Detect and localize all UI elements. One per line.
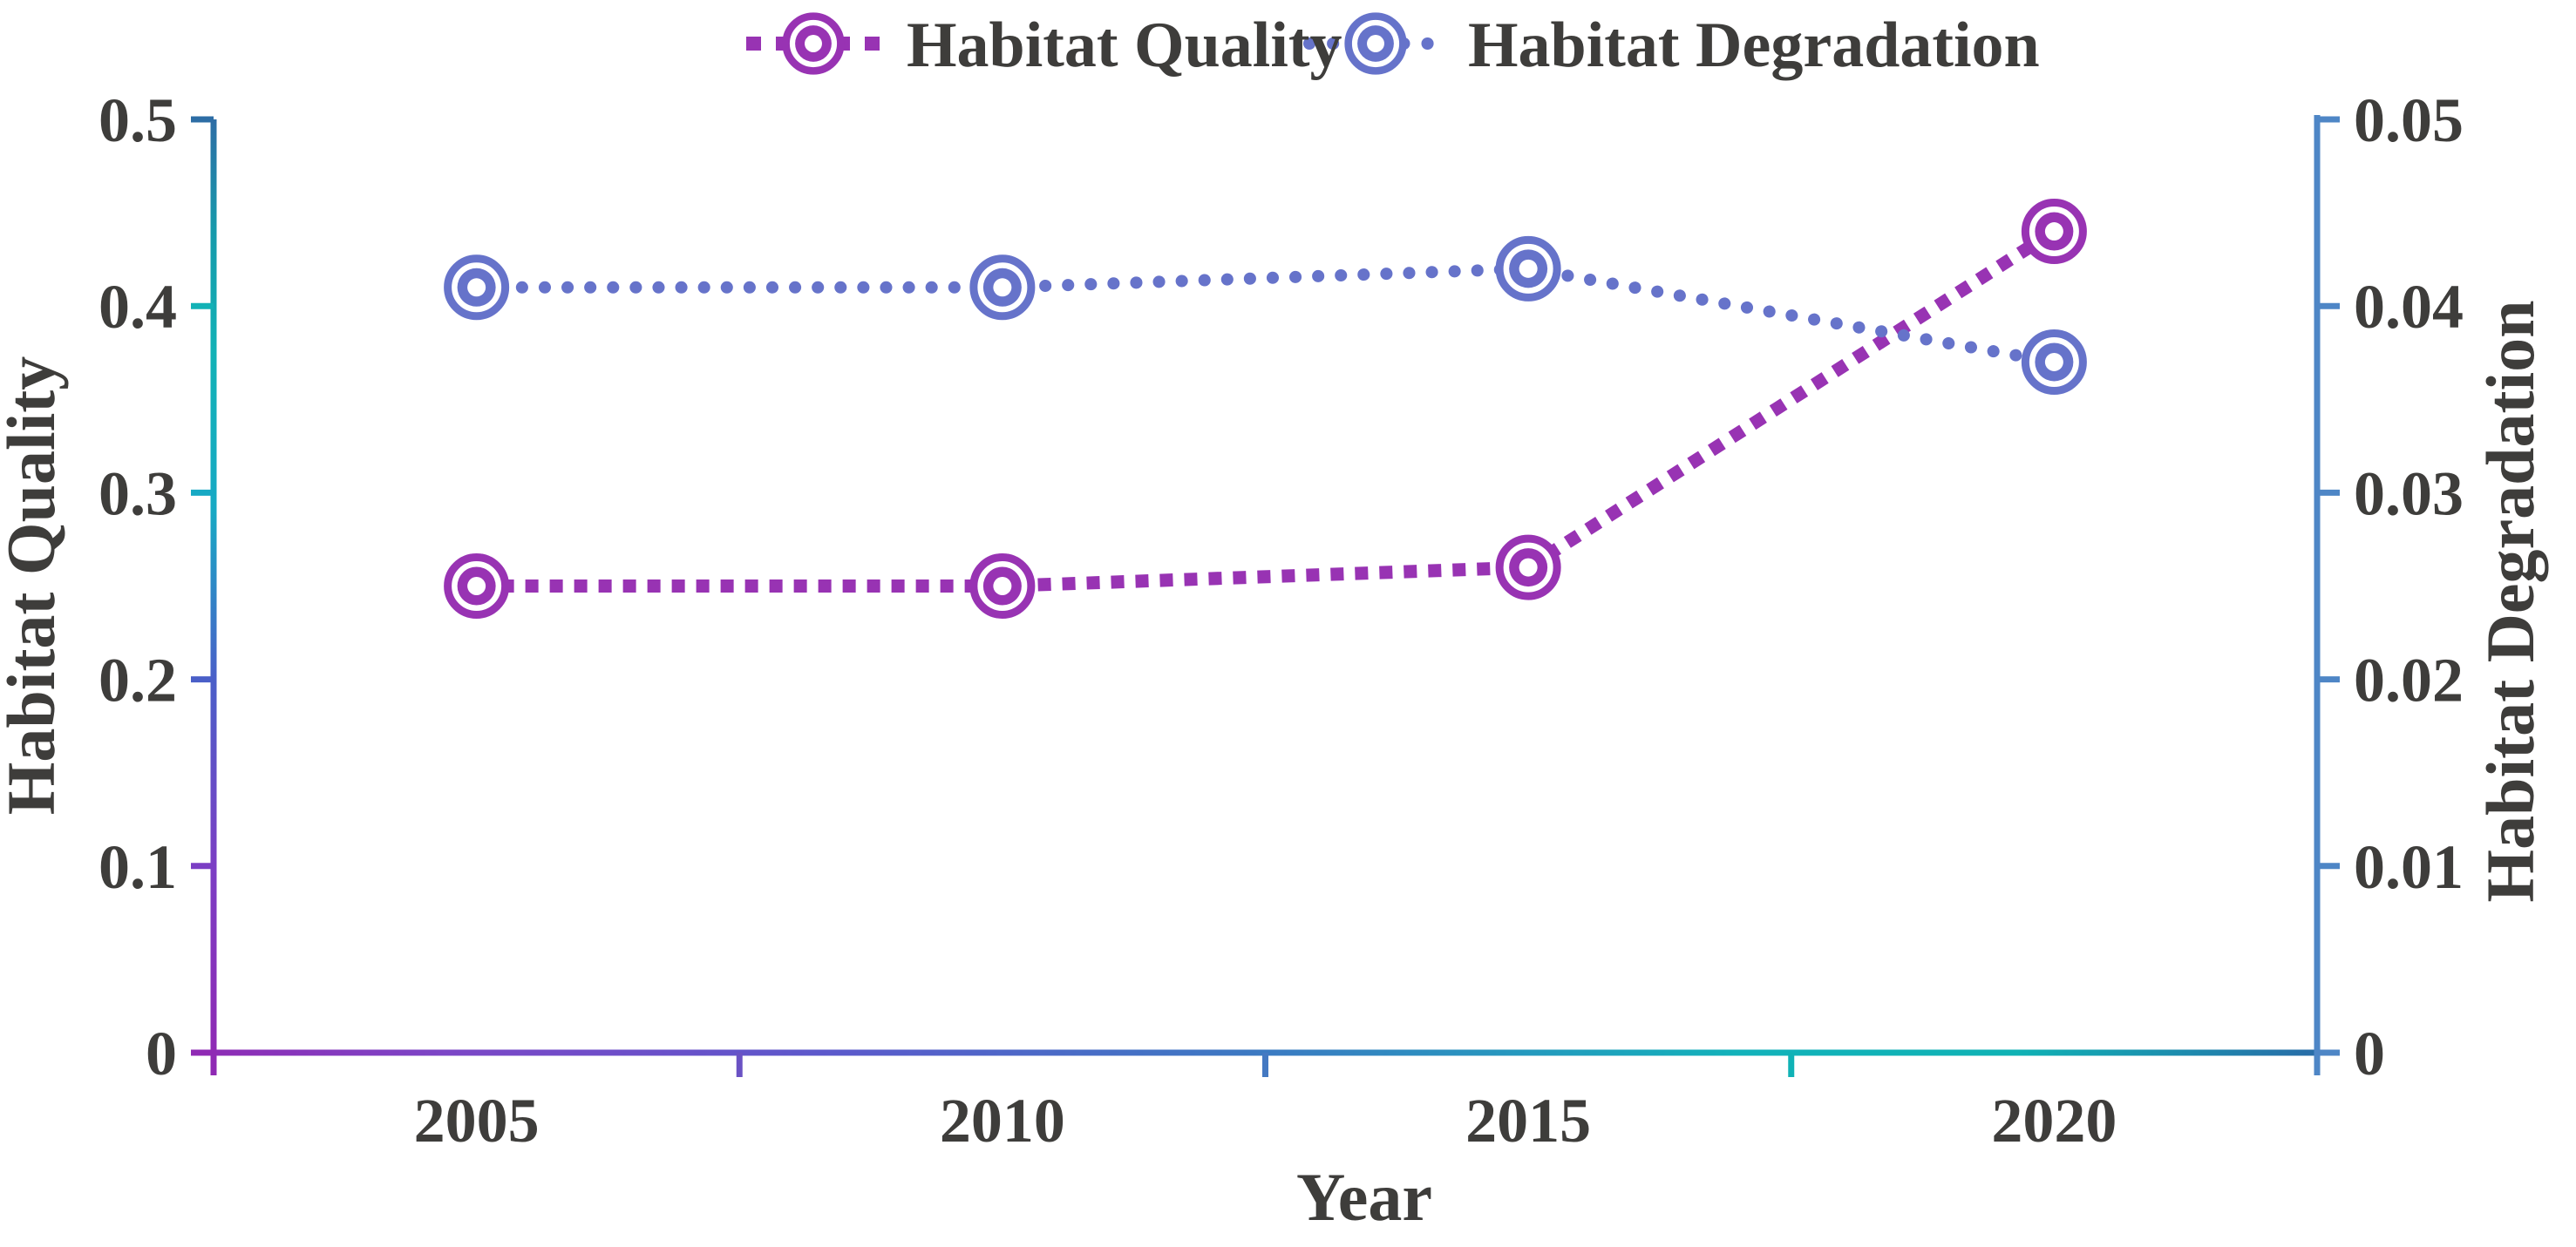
marker-center-hole bbox=[993, 278, 1012, 297]
data-point-habitat-quality-2015 bbox=[1495, 534, 1561, 600]
left-axis-tick-label: 0.1 bbox=[99, 832, 177, 902]
marker-center-hole bbox=[467, 278, 486, 297]
data-point-habitat-quality-2005 bbox=[444, 553, 510, 619]
legend-label-habitat-quality: Habitat Quality bbox=[907, 10, 1342, 81]
x-axis-category-label: 2010 bbox=[940, 1086, 1065, 1156]
left-axis-tick-label: 0.4 bbox=[99, 272, 177, 342]
left-axis-tick-label: 0.2 bbox=[99, 646, 177, 715]
x-axis-category-label: 2015 bbox=[1465, 1086, 1591, 1156]
data-point-habitat-degradation-2005 bbox=[444, 254, 510, 321]
right-axis-tick-label: 0 bbox=[2354, 1019, 2385, 1088]
x-axis-category-label: 2020 bbox=[1991, 1086, 2117, 1156]
left-axis-tick-label: 0.3 bbox=[99, 458, 177, 528]
x-axis-title: Year bbox=[1296, 1159, 1432, 1235]
right-axis-tick-label: 0.01 bbox=[2354, 832, 2464, 902]
legend-samples-layer bbox=[746, 12, 1448, 75]
marker-center-hole bbox=[2044, 352, 2063, 371]
data-point-habitat-degradation-2015 bbox=[1495, 235, 1561, 302]
data-point-habitat-degradation-2010 bbox=[969, 254, 1036, 321]
x-axis-category-label: 2005 bbox=[414, 1086, 540, 1156]
left-axis-title: Habitat Quality bbox=[0, 356, 69, 816]
right-axis-tick-label: 0.03 bbox=[2354, 458, 2464, 528]
legend-label-habitat-degradation: Habitat Degradation bbox=[1468, 10, 2040, 81]
data-point-habitat-quality-2020 bbox=[2021, 199, 2087, 265]
data-point-habitat-degradation-2020 bbox=[2021, 329, 2087, 395]
series-layer bbox=[444, 199, 2087, 619]
left-axis-tick-label: 0 bbox=[146, 1019, 177, 1088]
data-point-habitat-quality-2010 bbox=[969, 553, 1036, 619]
marker-center-hole bbox=[1519, 558, 1538, 577]
marker-center-hole bbox=[2044, 222, 2063, 241]
marker-center-hole bbox=[467, 577, 486, 595]
right-axis-tick-label: 0.04 bbox=[2354, 272, 2464, 342]
left-axis-tick-label: 0.5 bbox=[99, 85, 177, 155]
legend-marker-habitat-degradation bbox=[1344, 12, 1407, 75]
right-axis-tick-label: 0.05 bbox=[2354, 85, 2464, 155]
right-axis-tick-label: 0.02 bbox=[2354, 646, 2464, 715]
marker-center-hole bbox=[1367, 35, 1384, 52]
marker-center-hole bbox=[1519, 259, 1538, 278]
marker-center-hole bbox=[993, 577, 1012, 595]
marker-center-hole bbox=[805, 35, 822, 52]
series-line-habitat-degradation bbox=[470, 262, 2061, 369]
axes-layer: 0 0.1 0.2 0.3 0.4 0.5 0 0.01 0.02 0.03 0.04 0.05 200… bbox=[99, 85, 2464, 1156]
legend-marker-habitat-quality bbox=[782, 12, 845, 75]
series-line-habitat-quality bbox=[476, 226, 2058, 593]
right-axis-title: Habitat Degradation bbox=[2472, 300, 2548, 902]
